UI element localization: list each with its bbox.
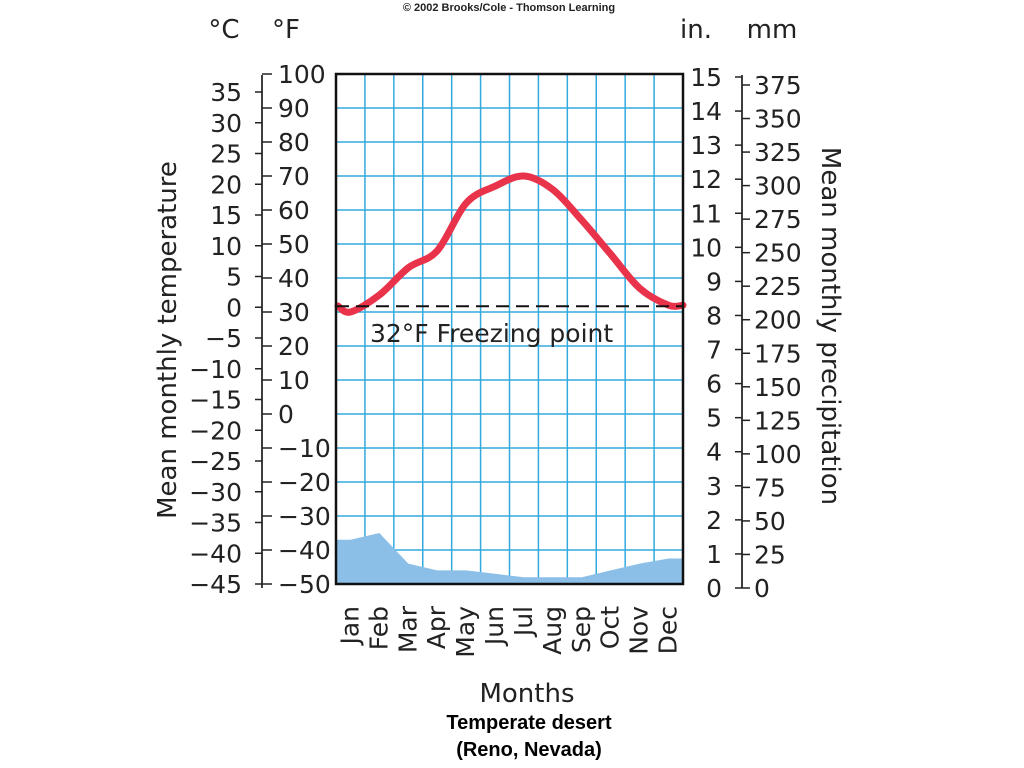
inches-tick-label: 2 xyxy=(706,506,722,535)
celsius-tick-label: 35 xyxy=(210,78,242,107)
plot-border xyxy=(334,72,685,586)
fahrenheit-tick-label: 0 xyxy=(278,400,294,429)
fahrenheit-unit-label: °F xyxy=(272,15,300,45)
celsius-unit-label: °C xyxy=(208,15,239,45)
inches-tick-label: 14 xyxy=(690,97,722,126)
caption-title: Temperate desert xyxy=(446,712,612,734)
inches-tick-label: 1 xyxy=(706,540,722,569)
fahrenheit-tick-label: 80 xyxy=(278,128,310,157)
month-label-jul: Jul xyxy=(509,606,538,638)
millimeters-tick-label: 225 xyxy=(754,272,802,301)
celsius-tick-label: −20 xyxy=(189,416,242,445)
fahrenheit-tick-label: 100 xyxy=(278,60,326,89)
millimeters-tick-label: 25 xyxy=(754,540,786,569)
millimeters-unit-label: mm xyxy=(747,15,798,45)
temperature-series xyxy=(334,172,687,316)
millimeters-tick-label: 50 xyxy=(754,507,786,536)
caption-subtitle: (Reno, Nevada) xyxy=(456,739,602,761)
month-label-sep: Sep xyxy=(567,606,596,653)
fahrenheit-tick-label: −10 xyxy=(278,434,331,463)
precipitation-axis-title: Mean monthly precipitation xyxy=(815,147,845,505)
millimeters-tick-label: 0 xyxy=(754,574,770,603)
month-label-mar: Mar xyxy=(393,605,422,653)
celsius-tick-label: −35 xyxy=(189,509,242,538)
month-label-may: May xyxy=(451,606,480,658)
fahrenheit-tick-label: 40 xyxy=(278,264,310,293)
celsius-tick-label: 25 xyxy=(210,140,242,169)
inches-tick-label: 10 xyxy=(690,233,722,262)
inches-tick-label: 7 xyxy=(706,336,722,365)
inches-tick-label: 0 xyxy=(706,574,722,603)
millimeters-tick-label: 200 xyxy=(754,306,802,335)
fahrenheit-tick-label: 90 xyxy=(278,94,310,123)
celsius-tick-label: −10 xyxy=(189,355,242,384)
month-label-oct: Oct xyxy=(596,606,625,649)
month-label-feb: Feb xyxy=(364,606,393,650)
temperature-axis-title: Mean monthly temperature xyxy=(153,161,183,519)
fahrenheit-tick-label: 20 xyxy=(278,332,310,361)
fahrenheit-tick-label: 10 xyxy=(278,366,310,395)
millimeters-tick-label: 125 xyxy=(754,406,802,435)
plot-frame xyxy=(334,72,685,586)
celsius-tick-label: 5 xyxy=(226,263,242,292)
precipitation-area xyxy=(336,533,683,584)
millimeters-tick-label: 75 xyxy=(754,473,786,502)
celsius-tick-label: 30 xyxy=(210,109,242,138)
fahrenheit-tick-label: 60 xyxy=(278,196,310,225)
fahrenheit-tick-label: −40 xyxy=(278,536,331,565)
fahrenheit-tick-label: −50 xyxy=(278,570,331,599)
celsius-tick-label: −40 xyxy=(189,539,242,568)
millimeters-tick-label: 300 xyxy=(754,172,802,201)
fahrenheit-tick-label: 30 xyxy=(278,298,310,327)
fahrenheit-tick-label: −20 xyxy=(278,468,331,497)
millimeters-tick-label: 375 xyxy=(754,71,802,100)
month-label-jun: Jun xyxy=(480,606,509,647)
celsius-tick-label: 10 xyxy=(210,232,242,261)
inches-unit-label: in. xyxy=(680,15,712,45)
month-labels: Jan Feb Mar Apr May Jun Jul Aug Sep Oct Nov Dec xyxy=(335,605,682,657)
month-label-jan: Jan xyxy=(335,606,364,647)
celsius-tick-label: −25 xyxy=(189,447,242,476)
celsius-tick-label: −15 xyxy=(189,386,242,415)
inches-tick-label: 4 xyxy=(706,438,722,467)
fahrenheit-tick-label: −30 xyxy=(278,502,331,531)
celsius-tick-label: −30 xyxy=(189,478,242,507)
inches-tick-label: 12 xyxy=(690,165,722,194)
inches-tick-label: 6 xyxy=(706,370,722,399)
month-label-dec: Dec xyxy=(654,606,683,654)
month-label-nov: Nov xyxy=(625,606,654,655)
freezing-point-label: 32°F Freezing point xyxy=(370,319,613,348)
millimeters-tick-label: 150 xyxy=(754,373,802,402)
millimeters-tick-label: 100 xyxy=(754,440,802,469)
inches-tick-label: 3 xyxy=(706,472,722,501)
celsius-tick-label: 0 xyxy=(226,293,242,322)
celsius-tick-label: 15 xyxy=(210,201,242,230)
inches-tick-label: 8 xyxy=(706,301,722,330)
axes: 35302520151050−5−10−15−20−25−30−35−40−45… xyxy=(189,60,801,603)
month-label-aug: Aug xyxy=(538,606,567,655)
month-label-apr: Apr xyxy=(422,605,451,649)
x-axis-title: Months xyxy=(479,679,574,709)
freezing-point-reference: 32°F Freezing point xyxy=(336,305,683,348)
celsius-tick-label: −45 xyxy=(189,570,242,599)
fahrenheit-tick-label: 50 xyxy=(278,230,310,259)
celsius-tick-label: 20 xyxy=(210,170,242,199)
millimeters-tick-label: 350 xyxy=(754,105,802,134)
inches-tick-label: 5 xyxy=(706,404,722,433)
inches-tick-label: 9 xyxy=(706,267,722,296)
millimeters-tick-label: 275 xyxy=(754,205,802,234)
celsius-tick-label: −5 xyxy=(205,324,242,353)
temperature-line xyxy=(334,172,687,316)
millimeters-tick-label: 250 xyxy=(754,239,802,268)
copyright-notice: © 2002 Brooks/Cole - Thomson Learning xyxy=(403,2,615,14)
inches-tick-label: 11 xyxy=(690,199,722,228)
inches-tick-label: 13 xyxy=(690,131,722,160)
fahrenheit-tick-label: 70 xyxy=(278,162,310,191)
millimeters-tick-label: 325 xyxy=(754,138,802,167)
precipitation-series xyxy=(336,533,683,584)
millimeters-tick-label: 175 xyxy=(754,339,802,368)
inches-tick-label: 15 xyxy=(690,63,722,92)
